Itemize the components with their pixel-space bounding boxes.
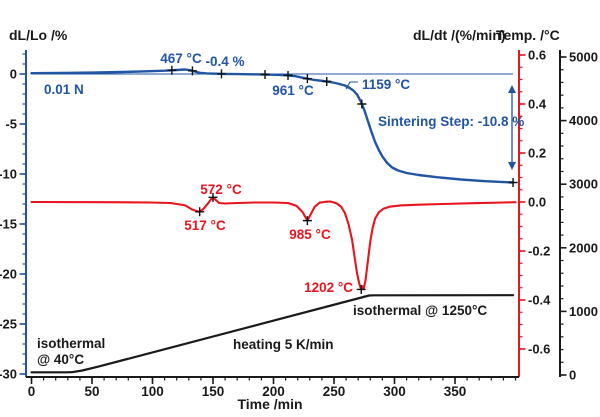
axis-title-dldt: dL/dt /(%/min)	[413, 27, 506, 43]
axis-title-temp: Temp. /°C	[496, 27, 560, 43]
annotation: 1202 °C	[304, 280, 353, 295]
annotation: isothermal	[37, 336, 105, 351]
tick-label: 5000	[569, 50, 598, 65]
tick-label: -15	[0, 217, 17, 232]
tick-label: 0.2	[528, 146, 546, 161]
tick-label: -0.4	[528, 293, 551, 308]
annotation: isothermal @ 1250°C	[353, 303, 487, 318]
annotation: Sintering Step: -10.8 %	[378, 114, 524, 129]
curve-rate-dl-dt	[30, 196, 517, 291]
annotation: 517 °C	[184, 218, 226, 233]
cross-marker	[216, 69, 226, 79]
tick-label: 200	[262, 384, 285, 399]
tick-label: 250	[323, 384, 346, 399]
tick-label: 0	[10, 67, 17, 82]
cross-marker	[508, 178, 518, 187]
tick-label: -30	[0, 367, 17, 382]
tick-label: 350	[444, 384, 467, 399]
annotation: -0.4 %	[205, 54, 244, 69]
series-temperature-program	[30, 294, 515, 374]
annotation: 1159 °C	[362, 77, 410, 92]
cross-marker	[195, 207, 205, 217]
tick-label: 0.6	[528, 48, 546, 63]
cross-marker	[187, 66, 197, 76]
tick-label: 2000	[569, 240, 598, 255]
axis-title-dl: dL/Lo /%	[9, 27, 68, 43]
tick-label: -0.2	[528, 244, 550, 259]
arrowhead-down	[508, 162, 516, 170]
cross-marker	[260, 70, 270, 79]
tick-label: 3000	[569, 177, 598, 192]
tick-label: -25	[0, 317, 17, 332]
tick-label: 4000	[569, 113, 598, 128]
annotation: @ 40°C	[37, 352, 84, 367]
axis-dldt: 0.6 0.4 0.2 0.0 -0.2 -0.4 -0.6 dL/dt /(%/min)	[413, 27, 551, 377]
curve-temperature-program	[30, 294, 515, 374]
tick-label: -10	[0, 167, 17, 182]
tick-label: 0.0	[528, 195, 546, 210]
cross-marker	[167, 65, 177, 75]
annotation: 572 °C	[200, 182, 242, 197]
tick-label: 300	[383, 384, 406, 399]
cross-marker	[208, 192, 218, 202]
arrowhead-up	[508, 85, 516, 93]
annotation: heating 5 K/min	[233, 337, 334, 352]
annotation: 961 °C	[272, 83, 314, 98]
cross-marker	[302, 74, 312, 84]
cross-marker	[322, 76, 332, 86]
tick-label: 100	[141, 384, 164, 399]
annotation: 0.01 N	[44, 82, 84, 97]
cross-marker	[357, 99, 367, 109]
cross-marker	[356, 284, 366, 294]
tick-label: 0	[569, 368, 576, 383]
tick-label: 0.4	[528, 97, 547, 112]
tick-label: -5	[5, 117, 17, 132]
tick-label: 0	[28, 384, 36, 399]
axis-dl: 0 -5 -10 -15 -20 -25 -30 dL/Lo /%	[0, 27, 68, 382]
series-shrinkage-dl-lo	[30, 65, 518, 187]
annotation: 467 °C	[160, 51, 202, 66]
tick-label: 50	[84, 384, 99, 399]
axis-x: 0 50 100 150 200 250 300 350 Time /min	[26, 376, 519, 412]
cross-marker	[283, 70, 293, 80]
tick-label: -0.6	[528, 342, 550, 357]
axis-title-x: Time /min	[237, 396, 302, 412]
annotations: 0.01 N 467 °C -0.4 % 961 °C 1159 °C Sintering…	[37, 51, 524, 367]
tick-label: 150	[202, 384, 225, 399]
tick-label: 1000	[569, 304, 598, 319]
annotation: 985 °C	[289, 227, 331, 242]
tick-label: -20	[0, 267, 17, 282]
cross-marker	[302, 216, 312, 226]
curve-shrinkage-dl-lo	[30, 68, 515, 184]
series-rate-dl-dt	[30, 192, 517, 294]
axis-temp: 5000 4000 3000 2000 1000 0 Temp. /°C	[496, 27, 598, 383]
